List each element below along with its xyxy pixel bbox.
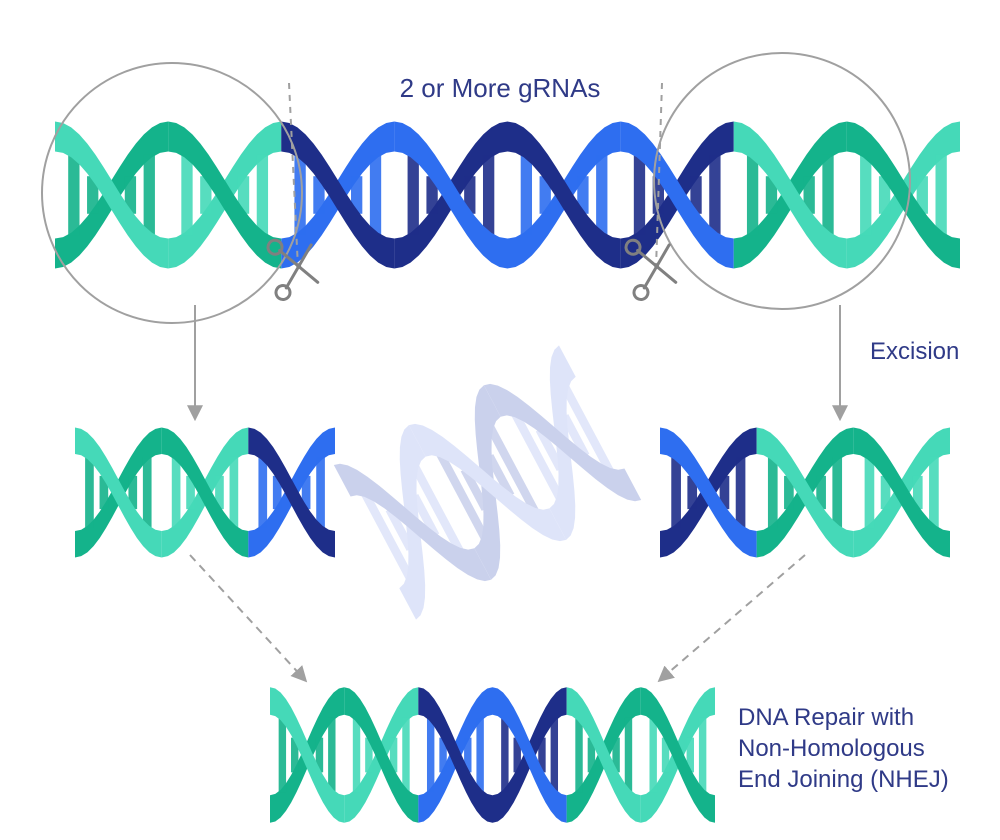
label-excision: Excision: [870, 336, 959, 367]
mid-left-fragment: [75, 428, 335, 558]
flow-arrow-3: [190, 555, 305, 680]
bottom-repaired-dna: [270, 687, 715, 823]
label-nhej: DNA Repair with Non-Homologous End Joini…: [738, 702, 949, 796]
top-full-dna: [55, 122, 960, 269]
diagram-stage: 2 or More gRNAs Excision DNA Repair with…: [0, 0, 1000, 840]
mid-right-fragment: [660, 428, 950, 558]
flow-arrow-4: [660, 555, 805, 680]
mid-excised-fragment: [334, 345, 641, 619]
label-top-grnas: 2 or More gRNAs: [400, 72, 601, 106]
